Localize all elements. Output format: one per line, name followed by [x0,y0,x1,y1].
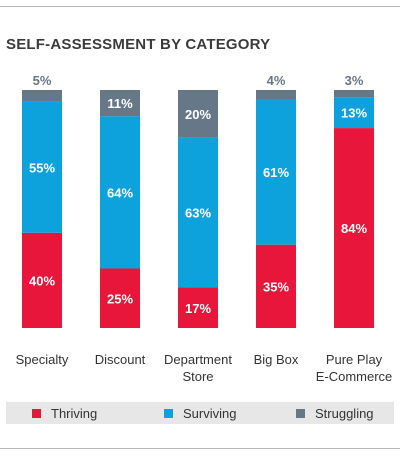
legend-swatch-struggling [296,408,305,418]
legend-label-thriving: Thriving [51,405,98,421]
bar-segment-big-box-thriving [256,244,296,328]
legend-label-surviving: Surviving [183,405,237,421]
bar-segment-discount-struggling [100,90,140,117]
category-label-pure-play-e-commerce: E-Commerce [316,369,393,384]
legend-item-struggling: Struggling [296,402,374,424]
bar-segment-pure-play-e-commerce-surviving [334,97,374,129]
data-label-department-store-thriving: 17% [185,301,211,316]
bar-segment-big-box-struggling [256,90,296,100]
chart-title: SELF-ASSESSMENT BY CATEGORY [6,36,271,53]
data-label-specialty-thriving: 40% [29,273,55,288]
legend-item-surviving: Surviving [164,402,236,424]
data-label-specialty-surviving: 55% [29,160,55,175]
bar-segment-big-box-surviving [256,99,296,245]
legend-swatch-surviving [164,408,173,418]
bar-segment-discount-thriving [100,268,140,328]
data-label-big-box-surviving: 61% [263,165,289,180]
legend-label-struggling: Struggling [315,405,374,421]
data-label-discount-surviving: 64% [107,185,133,200]
bar-segment-specialty-struggling [22,90,62,102]
legend: Thriving Surviving Struggling [6,402,394,424]
bar-segment-department-store-surviving [178,137,218,288]
data-label-specialty-struggling: 5% [33,73,52,88]
bar-segment-specialty-thriving [22,232,62,328]
bar-segment-pure-play-e-commerce-struggling [334,90,374,98]
data-label-pure-play-e-commerce-struggling: 3% [345,73,364,88]
top-rule [0,6,400,7]
bar-segment-discount-surviving [100,116,140,269]
legend-swatch-thriving [32,408,41,418]
data-label-discount-thriving: 25% [107,291,133,306]
category-label-big-box: Big Box [254,352,299,367]
data-label-pure-play-e-commerce-thriving: 84% [341,221,367,236]
bar-segment-department-store-thriving [178,287,218,328]
data-label-department-store-struggling: 20% [185,107,211,122]
category-label-department-store: Store [182,369,213,384]
data-label-big-box-thriving: 35% [263,279,289,294]
category-label-pure-play-e-commerce: Pure Play [326,352,383,367]
bar-segment-pure-play-e-commerce-thriving [334,128,374,328]
bar-segment-specialty-surviving [22,101,62,233]
category-label-department-store: Department [164,352,232,367]
bottom-rule [0,448,400,449]
legend-item-thriving: Thriving [32,402,97,424]
category-label-discount: Discount [95,352,146,367]
data-label-department-store-surviving: 63% [185,206,211,221]
data-label-pure-play-e-commerce-surviving: 13% [341,106,367,121]
category-label-specialty: Specialty [16,352,69,367]
stacked-bar-chart: 40% 55% 5% Specialty 25% 64% 11% Discount 17% 63%… [16,73,393,384]
data-label-big-box-struggling: 4% [267,73,286,88]
bar-segment-department-store-struggling [178,90,218,138]
data-label-discount-struggling: 11% [107,96,133,111]
